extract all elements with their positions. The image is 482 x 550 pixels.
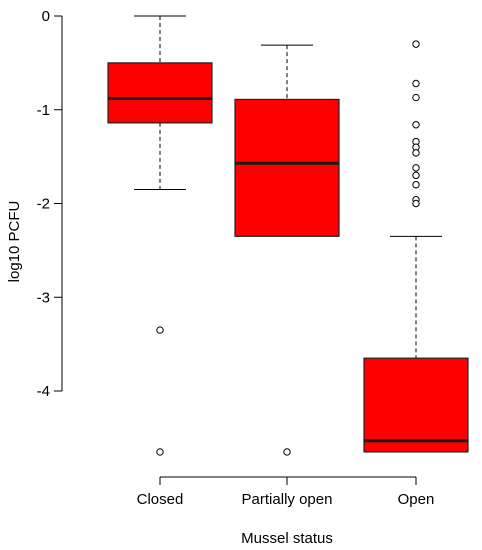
y-axis-title: log10 PCFU	[6, 201, 23, 283]
outlier-point	[412, 181, 420, 189]
outlier-point	[412, 149, 420, 157]
outlier-point	[412, 171, 420, 180]
y-tick-label: -1	[37, 102, 50, 119]
outlier-point	[412, 79, 420, 88]
x-tick-label: Open	[398, 491, 435, 508]
y-axis: 0 -1 -2 -3 -4	[37, 8, 63, 400]
x-tick-label: Closed	[137, 491, 184, 508]
box-iqr	[107, 62, 213, 124]
x-axis: Closed Partially open Open	[137, 476, 435, 508]
box-closed	[107, 15, 213, 456]
outlier-point	[412, 164, 420, 172]
y-tick-label: -2	[37, 196, 50, 213]
x-axis-title: Mussel status	[241, 530, 333, 547]
outlier-point	[156, 448, 164, 456]
box-iqr	[363, 357, 469, 453]
outlier-point	[412, 40, 420, 48]
y-tick-label: -4	[37, 383, 50, 400]
outlier-point	[412, 93, 420, 102]
y-tick-label: -3	[37, 289, 50, 306]
box-open	[363, 40, 469, 453]
outlier-point	[156, 326, 164, 334]
boxes	[107, 15, 469, 456]
x-tick-label: Partially open	[242, 491, 333, 508]
y-tick-label: 0	[42, 8, 50, 25]
box-partially-open	[234, 44, 340, 456]
outlier-point	[283, 448, 291, 456]
box-iqr	[234, 98, 340, 237]
outlier-point	[412, 121, 420, 129]
outlier-point	[412, 199, 420, 208]
